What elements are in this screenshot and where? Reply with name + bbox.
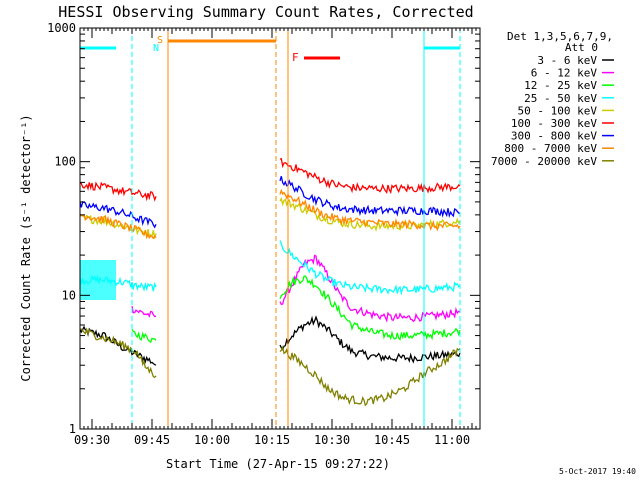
legend-entry-label: 12 - 25 keV [524, 79, 597, 92]
legend-entry-label: 50 - 100 keV [518, 104, 598, 117]
series-line-2-segment-0 [131, 329, 157, 344]
legend-entry-label: 800 - 7000 keV [504, 142, 597, 155]
x-tick-label: 10:15 [254, 433, 290, 447]
x-tick-label: 10:00 [194, 433, 230, 447]
y-tick-label: 10 [62, 288, 76, 302]
legend-header-line-2: Att 0 [565, 41, 598, 54]
legend-entry-label: 6 - 12 keV [531, 67, 598, 80]
y-tick-label: 1000 [47, 21, 76, 35]
series-line-6-segment-0 [79, 201, 157, 229]
series-line-8-segment-1 [279, 345, 461, 407]
series-line-1-segment-1 [279, 254, 461, 323]
x-tick-label: 10:30 [314, 433, 350, 447]
annotation-s: S [157, 35, 163, 46]
series-line-0-segment-1 [279, 315, 461, 364]
legend-entry-label: 100 - 300 keV [511, 117, 597, 130]
series-line-7-segment-0 [80, 214, 157, 240]
series-line-5-segment-1 [279, 157, 461, 195]
y-axis-label-text: Corrected Count Rate [19, 237, 33, 382]
x-axis-label: Start Time (27-Apr-15 09:27:22) [166, 457, 390, 471]
series-line-7-segment-1 [279, 188, 461, 232]
legend-entry-label: 7000 - 20000 keV [491, 155, 597, 168]
series-line-0-segment-0 [79, 325, 157, 366]
series-line-2-segment-1 [279, 275, 461, 341]
series-line-1-segment-0 [131, 305, 157, 318]
footer-timestamp: 5-Oct-2017 19:40 [559, 467, 636, 476]
series-line-5-segment-0 [79, 181, 157, 202]
y-axis-label-unit: (s⁻¹ detector⁻¹) [19, 114, 33, 230]
x-tick-label: 10:45 [374, 433, 410, 447]
chart-title: HESSI Observing Summary Count Rates, Cor… [58, 3, 473, 21]
x-tick-label: 09:45 [134, 433, 170, 447]
series-line-8-segment-0 [79, 327, 157, 379]
night-fill-block [80, 260, 116, 300]
legend-entry-label: 300 - 800 keV [511, 130, 597, 143]
annotation-n: N [153, 43, 159, 54]
legend-header-line-1: Det 1,3,5,6,7,9, [507, 30, 613, 43]
legend-entry-label: 25 - 50 keV [524, 92, 597, 105]
x-tick-label: 09:30 [74, 433, 110, 447]
series-line-6-segment-1 [279, 176, 461, 218]
y-axis-label: Corrected Count Rate (s⁻¹ detector⁻¹) [19, 114, 33, 381]
legend-entry-label: 3 - 6 keV [537, 54, 597, 67]
y-axis-label-group: Corrected Count Rate (s⁻¹ detector⁻¹) [19, 114, 33, 381]
y-tick-label: 100 [54, 155, 76, 169]
annotation-f: F [292, 51, 299, 64]
x-tick-label: 11:00 [434, 433, 470, 447]
series-line-3-segment-1 [279, 240, 461, 296]
plot-area: SN F 1 10 100 1000 09:30 09:45 10:00 10:15 10:30 10… [47, 21, 481, 447]
y-tick-label: 1 [69, 422, 76, 436]
series-line-4-segment-0 [79, 213, 157, 240]
